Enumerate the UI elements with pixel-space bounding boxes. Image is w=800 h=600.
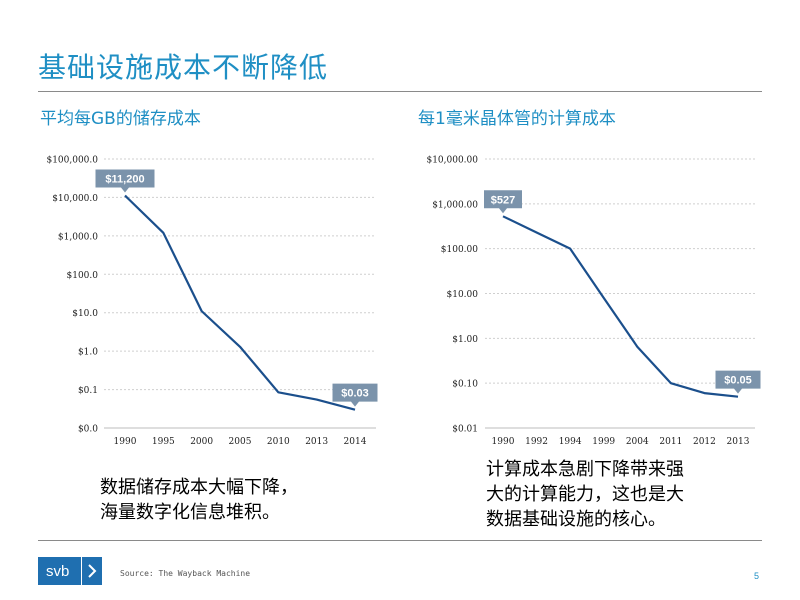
source-note: Source: The Wayback Machine [120,569,251,578]
series-line [502,215,739,398]
left-caption-line: 数据储存成本大幅下降， [100,477,298,498]
x-tick-label: 2013 [305,437,328,447]
x-tick-label: 2011 [659,437,682,447]
callout-label: $527 [491,194,515,206]
chevron-right-icon [81,557,102,585]
y-tick-label: $100,000.0 [46,156,98,166]
x-tick-label: 1994 [559,437,582,447]
x-tick-label: 1992 [525,437,548,447]
y-tick-label: $0.1 [78,386,98,396]
y-tick-label: $1,000.0 [58,232,98,242]
left-caption: 数据储存成本大幅下降， 海量数字化信息堆积。 [100,475,298,525]
y-tick-label: $10,000.00 [426,156,478,166]
x-tick-label: 1990 [492,437,515,447]
callout-bubble [95,169,155,193]
y-tick-label: $10.0 [72,309,98,319]
logo-text: svb [46,562,70,580]
title-divider [38,91,762,92]
x-tick-label: 1995 [152,437,175,447]
y-tick-label: $1,000.00 [432,200,478,210]
y-tick-label: $100.00 [441,245,478,255]
callout-label: $0.03 [341,388,369,400]
callout-label: $11,200 [105,174,144,186]
x-tick-label: 1999 [592,437,615,447]
callout-bubble [484,190,522,214]
y-tick-label: $0.01 [452,425,478,435]
y-tick-label: $1.00 [452,335,478,345]
y-tick-label: $10.00 [447,290,479,300]
right-caption-line: 计算成本急剧下降带来强 [486,459,684,480]
left-chart-title: 平均每GB的储存成本 [40,109,201,129]
y-tick-label: $100.0 [67,271,99,281]
y-tick-label: $10,000.0 [52,194,98,204]
x-tick-label: 1990 [114,437,137,447]
callout-bubble [332,383,378,407]
slide-title: 基础设施成本不断降低 [38,51,329,84]
x-tick-label: 2000 [190,437,213,447]
right-caption-line: 大的计算能力，这也是大 [486,484,684,505]
right-caption: 计算成本急剧下降带来强 大的计算能力，这也是大 数据基础设施的核心。 [486,457,684,532]
callout-label: $0.05 [724,375,752,387]
x-tick-label: 2010 [267,437,290,447]
y-tick-label: $0.0 [78,425,98,435]
right-caption-line: 数据基础设施的核心。 [486,509,666,530]
value-callout: $0.03 [332,383,378,407]
x-tick-label: 2005 [229,437,252,447]
x-tick-label: 2004 [626,437,649,447]
left-caption-line: 海量数字化信息堆积。 [100,502,280,523]
callout-bubble [715,370,761,394]
right-chart-title: 每1毫米晶体管的计算成本 [418,109,616,129]
value-callout: $0.05 [715,370,761,394]
page-number: 5 [754,571,760,581]
y-tick-label: $1.0 [78,348,98,358]
value-callout: $11,200 [95,169,155,193]
svb-logo: svb [38,557,102,585]
value-callout: $527 [484,190,522,214]
x-tick-label: 2014 [344,437,367,447]
footer-divider [38,540,762,541]
y-tick-label: $0.10 [452,380,478,390]
x-tick-label: 2013 [727,437,750,447]
x-tick-label: 2012 [693,437,716,447]
